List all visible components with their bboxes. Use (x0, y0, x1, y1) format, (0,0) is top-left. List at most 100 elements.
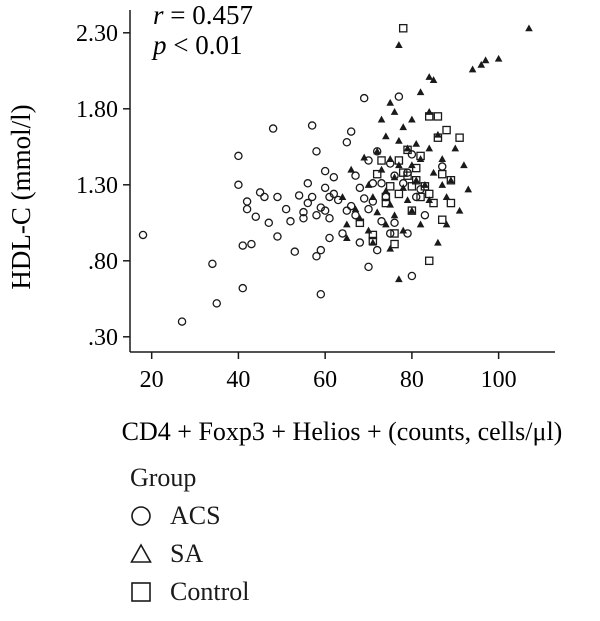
control-point (407, 206, 417, 215)
acs-point (255, 188, 265, 197)
control-point (420, 182, 430, 191)
legend-item-control: Control (130, 573, 249, 611)
acs-point (320, 166, 330, 176)
acs-point (299, 213, 308, 223)
sa-point (373, 147, 381, 155)
sa-point (390, 173, 399, 181)
control-point (433, 112, 443, 121)
acs-point (329, 189, 339, 199)
control-point (433, 133, 443, 142)
x-tick-label: 60 (313, 367, 337, 393)
sa-point (360, 153, 368, 161)
acs-point (299, 207, 308, 217)
acs-point (212, 299, 221, 308)
acs-point (437, 162, 447, 171)
acs-point (264, 218, 274, 228)
sa-point (399, 184, 408, 191)
acs-point (338, 229, 347, 238)
control-point (377, 156, 386, 165)
acs-point (234, 151, 243, 161)
y-tick-label: .30 (88, 325, 118, 351)
control-point (424, 256, 434, 266)
sa-point (403, 196, 412, 204)
x-tick-label: 100 (481, 367, 517, 393)
sa-point (390, 211, 399, 219)
acs-point (320, 183, 330, 193)
triangle-marker-icon (130, 543, 152, 563)
acs-point (407, 271, 417, 281)
sa-point (416, 220, 425, 228)
control-point (407, 182, 417, 191)
sa-point (399, 123, 408, 131)
legend-label-control: Control (170, 577, 250, 606)
control-point (424, 112, 434, 121)
acs-point (407, 150, 417, 159)
control-point (446, 198, 456, 208)
square-marker-icon (131, 582, 151, 602)
control-point (455, 133, 464, 142)
sa-point (382, 220, 390, 228)
y-axis-label: HDL-C (mmol/l) (6, 104, 36, 289)
acs-point (329, 172, 339, 182)
sa-point (412, 176, 421, 184)
sa-point (412, 139, 421, 147)
control-point (368, 236, 378, 246)
control-point (411, 163, 421, 173)
sa-point (386, 98, 395, 106)
sa-point (525, 24, 533, 32)
sa-point (494, 54, 503, 62)
acs-point (208, 259, 217, 269)
acs-point (177, 317, 187, 326)
acs-point (342, 206, 352, 215)
acs-point (342, 137, 352, 147)
control-point (416, 151, 425, 161)
acs-point (251, 212, 261, 221)
control-point (411, 175, 421, 185)
acs-point (286, 217, 295, 226)
acs-point (242, 197, 252, 206)
sa-point (369, 238, 377, 246)
sa-point (382, 132, 390, 140)
sa-point (386, 244, 395, 252)
acs-point (312, 251, 321, 261)
legend: Group ACS SA Control (130, 463, 249, 611)
sa-point (460, 161, 468, 169)
r-annotation: r = 0.457 (153, 0, 253, 30)
sa-point (399, 226, 408, 234)
control-point (381, 198, 391, 208)
y-tick-label: 2.30 (76, 21, 118, 47)
control-point (394, 156, 404, 165)
control-point (372, 169, 382, 179)
acs-point (234, 180, 243, 190)
acs-point (420, 210, 430, 220)
acs-point (359, 93, 369, 103)
acs-point (260, 192, 269, 202)
acs-point (325, 233, 334, 243)
legend-label-sa: SA (170, 539, 204, 568)
sa-point (395, 41, 403, 48)
sa-point (343, 234, 351, 242)
sa-point (351, 205, 360, 213)
acs-point (303, 198, 313, 208)
control-point (390, 239, 399, 249)
control-point (424, 189, 434, 199)
control-point (416, 192, 425, 202)
control-point (437, 215, 447, 225)
acs-point (273, 192, 282, 202)
sa-point (468, 65, 477, 73)
acs-point (325, 213, 334, 223)
data-points (138, 23, 533, 326)
x-tick-label: 80 (400, 367, 424, 393)
sa-point (373, 208, 381, 216)
acs-point (294, 191, 304, 200)
sa-point (455, 206, 464, 214)
acs-point (390, 218, 399, 228)
sa-point (408, 161, 416, 169)
sa-point (343, 220, 351, 228)
y-tick-label: 1.30 (76, 173, 118, 199)
sa-point (377, 165, 386, 173)
sa-point (408, 206, 416, 214)
acs-point (268, 124, 278, 133)
control-point (442, 125, 451, 135)
sa-point (442, 193, 451, 200)
